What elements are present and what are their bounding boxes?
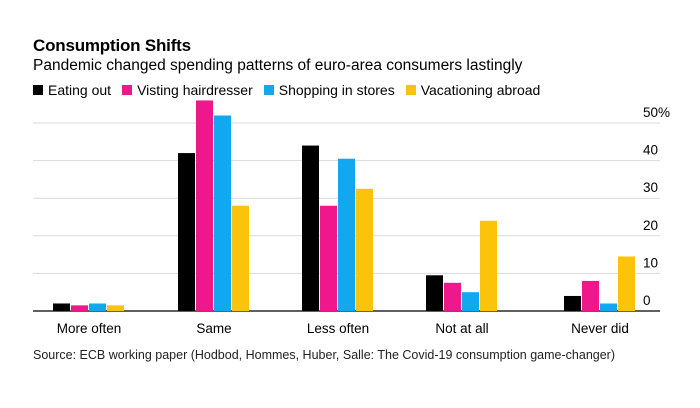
bar bbox=[71, 305, 88, 311]
x-category-label: Not at all bbox=[435, 321, 488, 336]
legend-swatch-hairdresser bbox=[122, 85, 133, 95]
y-tick-label: 20 bbox=[643, 218, 658, 233]
legend-swatch-vacationing bbox=[405, 85, 416, 95]
legend-label-hairdresser: Visting hairdresser bbox=[137, 82, 253, 98]
x-category-label: Same bbox=[196, 321, 231, 336]
legend-label-vacationing: Vacationing abroad bbox=[420, 82, 541, 98]
legend-swatch-eating-out bbox=[33, 85, 43, 95]
bar bbox=[89, 303, 106, 311]
bar bbox=[196, 100, 213, 311]
bar bbox=[232, 205, 249, 311]
y-tick-label: 10 bbox=[643, 255, 658, 270]
legend-item-vacationing: Vacationing abroad bbox=[405, 82, 541, 98]
legend-item-eating-out: Eating out bbox=[33, 82, 111, 98]
x-category-label: Less often bbox=[307, 321, 369, 336]
bar bbox=[444, 282, 461, 311]
bar bbox=[564, 295, 581, 311]
bar bbox=[53, 303, 70, 311]
source-note: Source: ECB working paper (Hodbod, Homme… bbox=[33, 348, 616, 362]
bar bbox=[320, 205, 337, 311]
y-tick-label: 0 bbox=[643, 293, 651, 308]
bar bbox=[107, 305, 124, 311]
bar bbox=[356, 188, 373, 311]
bar bbox=[214, 115, 231, 311]
legend-item-shopping: Shopping in stores bbox=[263, 82, 395, 98]
legend: Eating out Visting hairdresser Shopping … bbox=[33, 82, 551, 98]
bar bbox=[338, 158, 355, 311]
y-tick-label: 40 bbox=[643, 143, 658, 158]
legend-label-eating-out: Eating out bbox=[48, 82, 112, 98]
bar bbox=[178, 153, 195, 311]
bar bbox=[618, 256, 635, 311]
bar bbox=[426, 275, 443, 311]
legend-label-shopping: Shopping in stores bbox=[278, 82, 395, 98]
y-tick-label: 50% bbox=[643, 105, 670, 120]
bar bbox=[600, 303, 617, 311]
bar bbox=[302, 145, 319, 311]
bar bbox=[480, 220, 497, 311]
legend-item-hairdresser: Visting hairdresser bbox=[122, 82, 253, 98]
x-category-label: More often bbox=[57, 321, 122, 336]
legend-swatch-shopping bbox=[263, 85, 274, 95]
y-tick-label: 30 bbox=[643, 180, 658, 195]
x-category-label: Never did bbox=[571, 321, 629, 336]
bar bbox=[582, 280, 599, 311]
chart-subtitle: Pandemic changed spending patterns of eu… bbox=[33, 57, 523, 74]
chart-title: Consumption Shifts bbox=[33, 36, 191, 55]
bar bbox=[462, 292, 479, 311]
